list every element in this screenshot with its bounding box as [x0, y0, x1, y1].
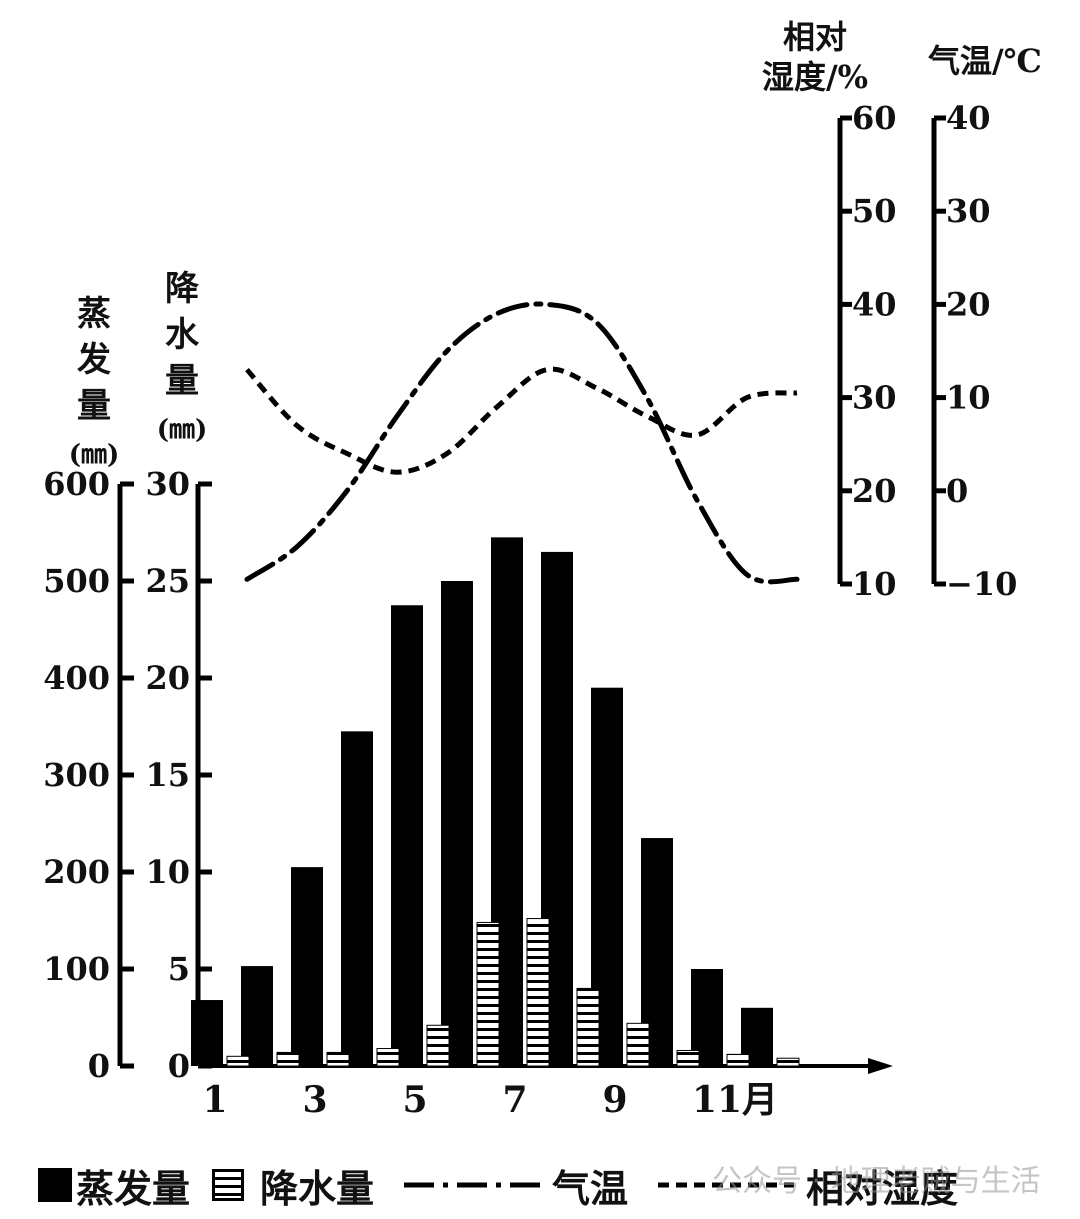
- humidity-axis-tick-label: 60: [852, 99, 897, 137]
- legend-item-precipitation: 降水量: [212, 1158, 374, 1213]
- temperature-line: [244, 301, 800, 585]
- humidity-axis-title: 湿度/%: [762, 58, 868, 96]
- legend-temperature-label: 气温: [552, 1166, 629, 1211]
- legend-item-humidity: 相对湿度: [650, 1158, 958, 1213]
- precipitation-bar: [376, 1048, 400, 1067]
- evaporation-axis-tick-label: 0: [88, 1047, 110, 1085]
- legend: 蒸发量 降水量 气温 相对湿度: [38, 1158, 980, 1213]
- evaporation-axis-title: 量: [77, 386, 111, 426]
- evaporation-swatch-icon: [38, 1168, 72, 1202]
- humidity-axis-tick-label: 40: [852, 285, 897, 323]
- legend-item-temperature: 气温: [396, 1158, 628, 1213]
- dash-dot-line-icon: [404, 1182, 541, 1188]
- precipitation-bar: [226, 1055, 250, 1067]
- evaporation-bar: [241, 966, 273, 1066]
- evaporation-bar: [291, 867, 323, 1066]
- x-tick-label: 11月: [692, 1079, 778, 1121]
- precipitation-axis-tick-label: 0: [168, 1047, 190, 1085]
- humidity-axis-tick-label: 20: [852, 472, 897, 510]
- x-tick-label: 9: [602, 1079, 627, 1121]
- temperature-axis-tick-label: 40: [946, 99, 991, 137]
- climate-chart: 0100200300400500600051015202530蒸发量(㎜)降水量…: [43, 18, 1042, 1121]
- temperature-axis-tick-label: 10: [946, 379, 991, 417]
- evaporation-axis-tick-label: 400: [43, 659, 110, 697]
- precipitation-axis-title: 水: [165, 315, 200, 355]
- evaporation-axis-tick-label: 600: [43, 465, 110, 503]
- evaporation-bar: [341, 731, 373, 1066]
- precipitation-bar: [676, 1049, 700, 1067]
- x-tick-label: 5: [402, 1079, 427, 1121]
- x-tick-label: 1: [202, 1079, 227, 1121]
- precipitation-axis-tick-label: 5: [168, 950, 190, 988]
- evaporation-bar: [391, 605, 423, 1066]
- evaporation-axis-tick-label: 300: [43, 756, 110, 794]
- temperature-axis-tick-label: 0: [946, 472, 968, 510]
- evaporation-axis-tick-label: 100: [43, 950, 110, 988]
- precipitation-bar: [326, 1051, 350, 1067]
- precipitation-bar: [276, 1051, 300, 1067]
- precipitation-axis-tick-label: 10: [145, 853, 190, 891]
- precipitation-bar: [576, 987, 600, 1067]
- temperature-axis-tick-label: 30: [946, 192, 991, 230]
- precipitation-axis-title: (㎜): [157, 415, 208, 445]
- precipitation-axis-tick-label: 25: [145, 562, 190, 600]
- legend-evaporation-label: 蒸发量: [76, 1166, 191, 1211]
- precipitation-bar: [726, 1053, 750, 1067]
- precipitation-axis-tick-label: 15: [145, 756, 190, 794]
- dashed-line-icon: [658, 1182, 795, 1188]
- precipitation-axis-tick-label: 30: [145, 465, 190, 503]
- x-axis-arrow-icon: [868, 1058, 893, 1074]
- legend-humidity-label: 相对湿度: [806, 1166, 959, 1211]
- precipitation-swatch-icon: [212, 1169, 245, 1201]
- watermark: 公众号 · 地理老贼与生活: [712, 1164, 1041, 1199]
- legend-item-evaporation: 蒸发量: [38, 1158, 190, 1213]
- precipitation-bar: [476, 921, 500, 1067]
- precipitation-bar: [626, 1022, 650, 1067]
- humidity-axis-title: 相对: [783, 18, 847, 56]
- evaporation-axis-tick-label: 500: [43, 562, 110, 600]
- precipitation-bar: [426, 1024, 450, 1067]
- evaporation-axis-title: 发: [77, 340, 111, 380]
- precipitation-axis-tick-label: 20: [145, 659, 190, 697]
- x-tick-label: 3: [302, 1079, 327, 1121]
- evaporation-bar: [691, 969, 723, 1066]
- humidity-axis-tick-label: 50: [852, 192, 897, 230]
- evaporation-axis-title: (㎜): [69, 440, 120, 470]
- humidity-axis-tick-label: 10: [852, 565, 897, 603]
- evaporation-bar: [441, 581, 473, 1066]
- temperature-axis-tick-label: 20: [946, 285, 991, 323]
- temperature-axis-tick-label: −10: [946, 565, 1017, 603]
- precipitation-bar: [776, 1057, 800, 1067]
- humidity-axis-tick-label: 30: [852, 379, 897, 417]
- evaporation-axis-title: 蒸: [77, 294, 111, 334]
- x-tick-label: 7: [502, 1079, 527, 1121]
- precipitation-axis-title: 降: [165, 269, 200, 309]
- legend-precipitation-label: 降水量: [260, 1166, 375, 1211]
- humidity-line: [245, 366, 798, 475]
- precipitation-bar: [526, 918, 550, 1067]
- precipitation-axis-title: 量: [165, 361, 199, 401]
- evaporation-bar: [191, 1000, 223, 1066]
- temperature-axis-title: 气温/℃: [928, 42, 1042, 80]
- evaporation-axis-tick-label: 200: [43, 853, 110, 891]
